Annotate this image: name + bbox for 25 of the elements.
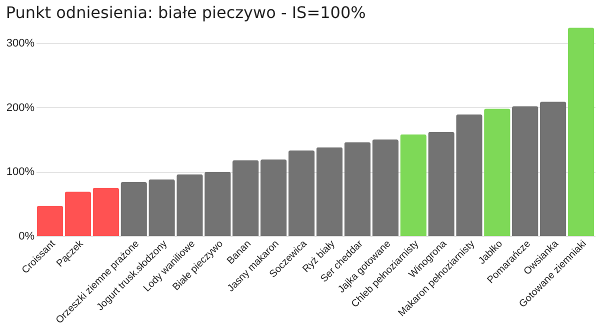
bar	[64, 192, 92, 236]
bar	[344, 142, 371, 236]
bar	[540, 102, 566, 236]
bar	[484, 108, 510, 236]
y-tick-label: 100%	[6, 166, 35, 178]
bar	[428, 132, 454, 236]
bar	[288, 150, 315, 236]
bar	[92, 188, 120, 236]
y-tick-label: 200%	[6, 102, 35, 114]
bar	[204, 172, 231, 236]
bar	[176, 174, 203, 236]
bar	[400, 134, 426, 236]
chart-title: Punkt odniesienia: białe pieczywo - IS=100%	[6, 3, 366, 22]
y-tick-label: 300%	[6, 38, 35, 50]
bar	[512, 106, 538, 236]
bar	[120, 182, 147, 236]
bar	[568, 28, 594, 236]
y-tick-label: 0%	[18, 230, 35, 242]
bar	[232, 160, 259, 236]
bar	[456, 114, 482, 236]
bar	[316, 147, 343, 236]
bar	[260, 159, 287, 236]
bar	[148, 179, 175, 236]
bar	[36, 206, 64, 236]
bar	[372, 140, 399, 236]
